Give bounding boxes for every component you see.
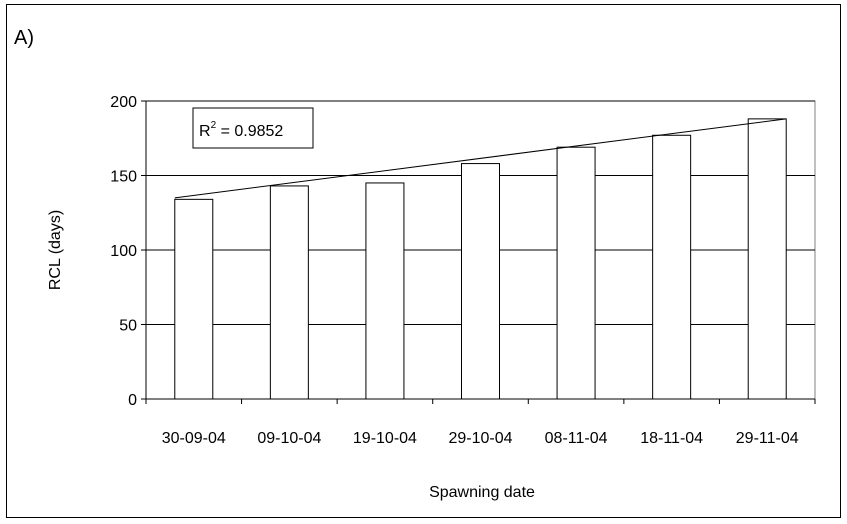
x-tick-label: 29-10-04 [448,430,512,447]
r2-box: R2 = 0.9852 [192,107,314,149]
x-tick-labels: 30-09-04 09-10-04 19-10-04 29-10-04 08-11-04… [162,430,799,447]
x-tick-label: 09-10-04 [257,430,321,447]
x-tick-label: 18-11-04 [640,430,703,447]
x-tick-label: 30-09-04 [162,430,226,447]
bar [269,185,309,400]
bar [556,146,596,400]
x-tick-label: 29-11-04 [736,430,799,447]
bars [174,118,787,400]
r2-box-frame [192,107,314,149]
bar [365,182,405,400]
panel-label: A) [14,27,34,49]
y-tick-labels: 0 50 100 150 200 [110,94,137,409]
trend-line [174,118,787,199]
y-tick-label: 200 [110,94,137,111]
y-tick-label: 100 [110,243,137,260]
y-axis-title: RCL (days) [47,210,64,290]
bar [652,134,692,400]
x-tick-label: 08-11-04 [545,430,608,447]
axes [141,100,816,404]
bar [174,198,214,400]
y-tick-label: 150 [110,169,137,186]
y-tick-label: 50 [119,318,137,335]
bar [461,163,500,400]
bar [747,118,787,400]
x-axis-title: Spawning date [429,484,535,501]
r2-annotation: R2 = 0.9852 [199,120,283,140]
x-tick-label: 19-10-04 [353,430,417,447]
y-tick-label: 0 [128,392,137,409]
